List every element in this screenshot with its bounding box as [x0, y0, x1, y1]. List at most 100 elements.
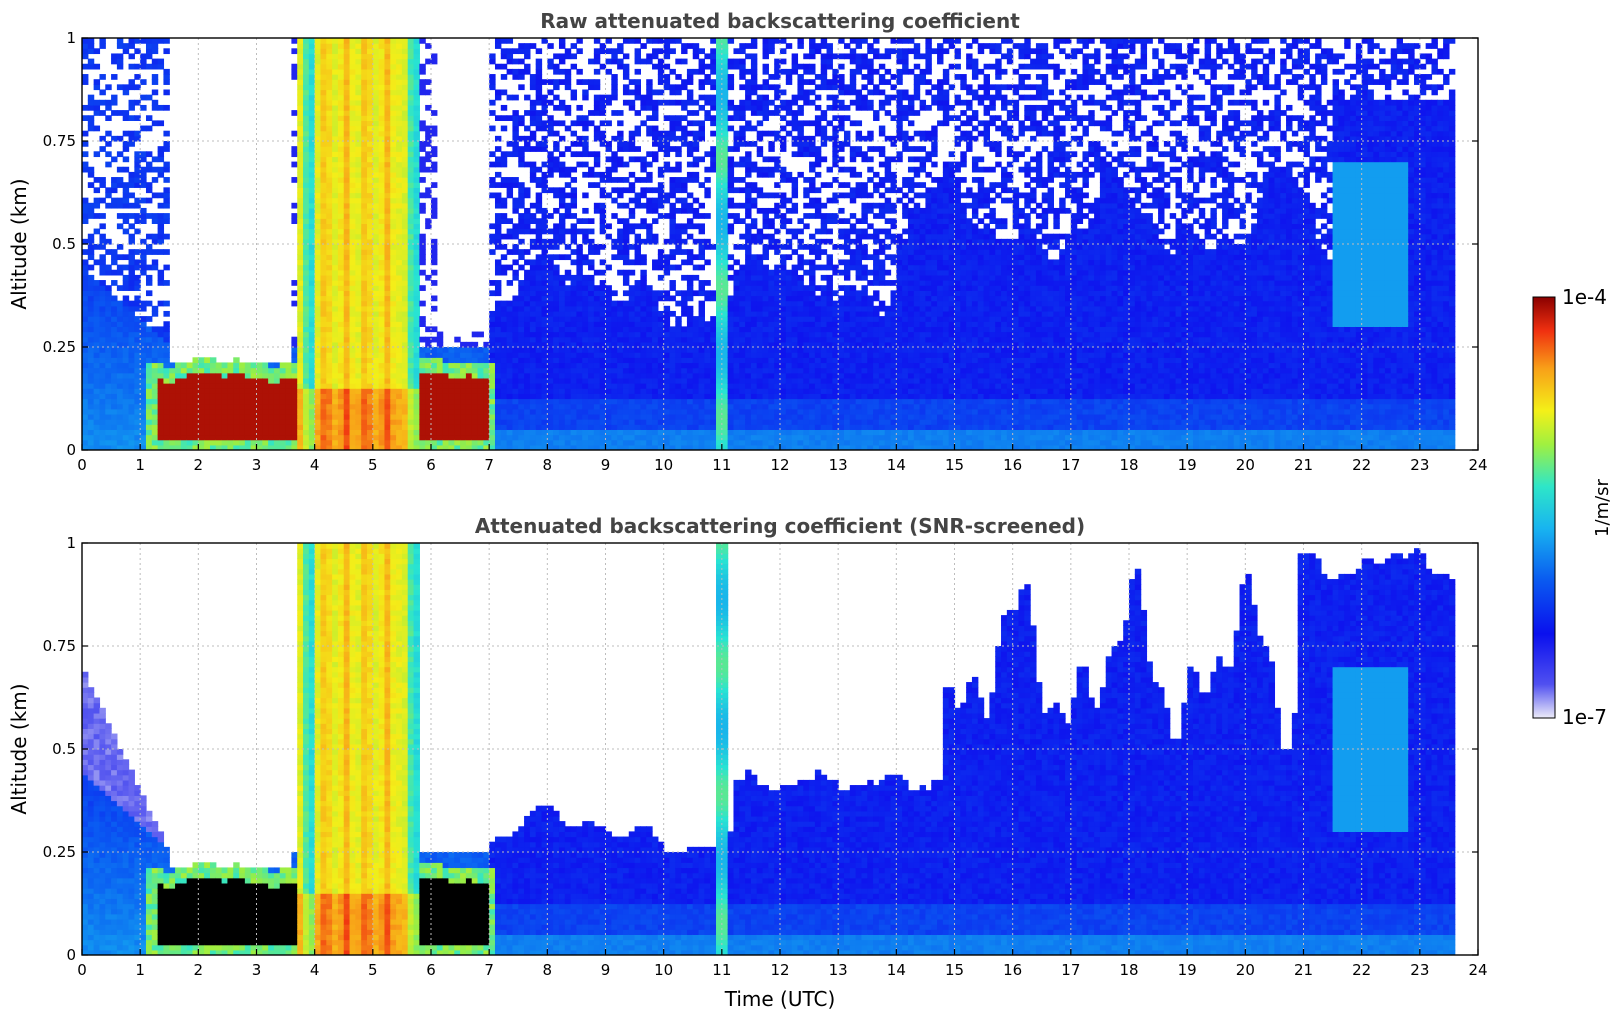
heatmap-cell: [576, 305, 583, 312]
heatmap-cell: [297, 202, 304, 209]
heatmap-cell: [349, 388, 356, 394]
heatmap-cell: [529, 213, 537, 219]
heatmap-cell: [303, 254, 310, 261]
heatmap-cell: [512, 377, 519, 384]
heatmap-cell: [431, 207, 438, 214]
heatmap-cell: [279, 403, 287, 410]
heatmap-cell: [413, 347, 420, 353]
heatmap-cell: [326, 383, 333, 389]
heatmap-cell: [518, 135, 525, 142]
heatmap-cell: [349, 429, 356, 436]
heatmap-cell: [111, 393, 118, 400]
heatmap-cell: [349, 104, 356, 111]
heatmap-cell: [116, 244, 124, 250]
heatmap-cell: [448, 357, 455, 364]
heatmap-cell: [628, 321, 636, 327]
heatmap-cell: [535, 367, 543, 374]
heatmap-cell: [378, 223, 386, 230]
heatmap-cell: [116, 393, 124, 400]
heatmap-cell: [640, 254, 647, 261]
heatmap-cell: [652, 156, 659, 163]
heatmap-cell: [524, 228, 531, 235]
heatmap-cell: [128, 341, 135, 348]
heatmap-cell: [186, 444, 194, 450]
heatmap-cell: [401, 424, 409, 430]
heatmap-cell: [192, 413, 199, 420]
heatmap-cell: [547, 347, 554, 353]
heatmap-cell: [442, 367, 450, 374]
heatmap-cell: [122, 285, 130, 291]
heatmap-cell: [494, 285, 502, 291]
heatmap-cell: [303, 68, 310, 75]
heatmap-cell: [541, 182, 548, 188]
heatmap-cell: [396, 362, 403, 369]
heatmap-cell: [337, 213, 345, 219]
heatmap-cell: [640, 336, 647, 343]
heatmap-cell: [489, 383, 496, 389]
heatmap-cell: [308, 48, 316, 55]
heatmap-cell: [436, 372, 444, 379]
heatmap-cell: [652, 429, 659, 436]
heatmap-cell: [314, 192, 322, 199]
heatmap-cell: [553, 280, 560, 286]
heatmap-cell: [303, 403, 310, 410]
heatmap-cell: [326, 43, 333, 49]
heatmap-cell: [500, 182, 508, 188]
heatmap-cell: [628, 444, 636, 450]
heatmap-cell: [320, 336, 327, 343]
heatmap-cell: [326, 341, 333, 348]
heatmap-cell: [471, 347, 479, 353]
heatmap-cell: [489, 99, 496, 106]
heatmap-cell: [361, 187, 368, 194]
heatmap-cell: [622, 244, 630, 250]
heatmap-cell: [337, 377, 345, 384]
heatmap-cell: [367, 408, 374, 415]
heatmap-cell: [407, 104, 415, 111]
heatmap-cell: [628, 244, 636, 250]
heatmap-cell: [244, 388, 252, 394]
heatmap-cell: [372, 115, 380, 121]
heatmap-cell: [372, 192, 380, 199]
heatmap-cell: [337, 182, 345, 188]
heatmap-cell: [652, 238, 659, 245]
heatmap-cell: [669, 223, 676, 230]
heatmap-cell: [314, 141, 322, 147]
heatmap-cell: [512, 331, 519, 338]
heatmap-cell: [372, 367, 380, 374]
heatmap-cell: [82, 79, 89, 85]
heatmap-cell: [308, 233, 316, 240]
heatmap-cell: [367, 53, 374, 60]
heatmap-cell: [116, 367, 124, 374]
heatmap-cell: [297, 331, 304, 338]
heatmap-cell: [425, 424, 432, 430]
heatmap-cell: [652, 295, 659, 302]
heatmap-cell: [663, 63, 671, 70]
heatmap-cell: [489, 177, 496, 183]
heatmap-cell: [518, 48, 525, 55]
heatmap-cell: [558, 300, 566, 307]
heatmap-cell: [500, 53, 508, 60]
heatmap-cell: [541, 326, 548, 333]
heatmap-cell: [396, 274, 403, 281]
heatmap-cell: [175, 383, 182, 389]
heatmap-cell: [425, 79, 432, 85]
heatmap-cell: [413, 269, 420, 276]
heatmap-cell: [186, 424, 194, 430]
heatmap-cell: [570, 280, 578, 286]
heatmap-cell: [454, 367, 461, 374]
heatmap-cell: [372, 99, 380, 106]
heatmap-cell: [384, 202, 391, 209]
heatmap-cell: [308, 94, 316, 101]
heatmap-cell: [390, 238, 397, 245]
heatmap-cell: [332, 135, 339, 142]
heatmap-cell: [326, 120, 333, 127]
heatmap-cell: [611, 151, 618, 158]
heatmap-cell: [582, 146, 589, 152]
heatmap-cell: [355, 383, 362, 389]
heatmap-cell: [378, 182, 386, 188]
heatmap-cell: [611, 362, 618, 369]
heatmap-cell: [570, 141, 578, 147]
heatmap-cell: [291, 403, 298, 410]
heatmap-cell: [82, 43, 89, 49]
heatmap-cell: [297, 141, 304, 147]
